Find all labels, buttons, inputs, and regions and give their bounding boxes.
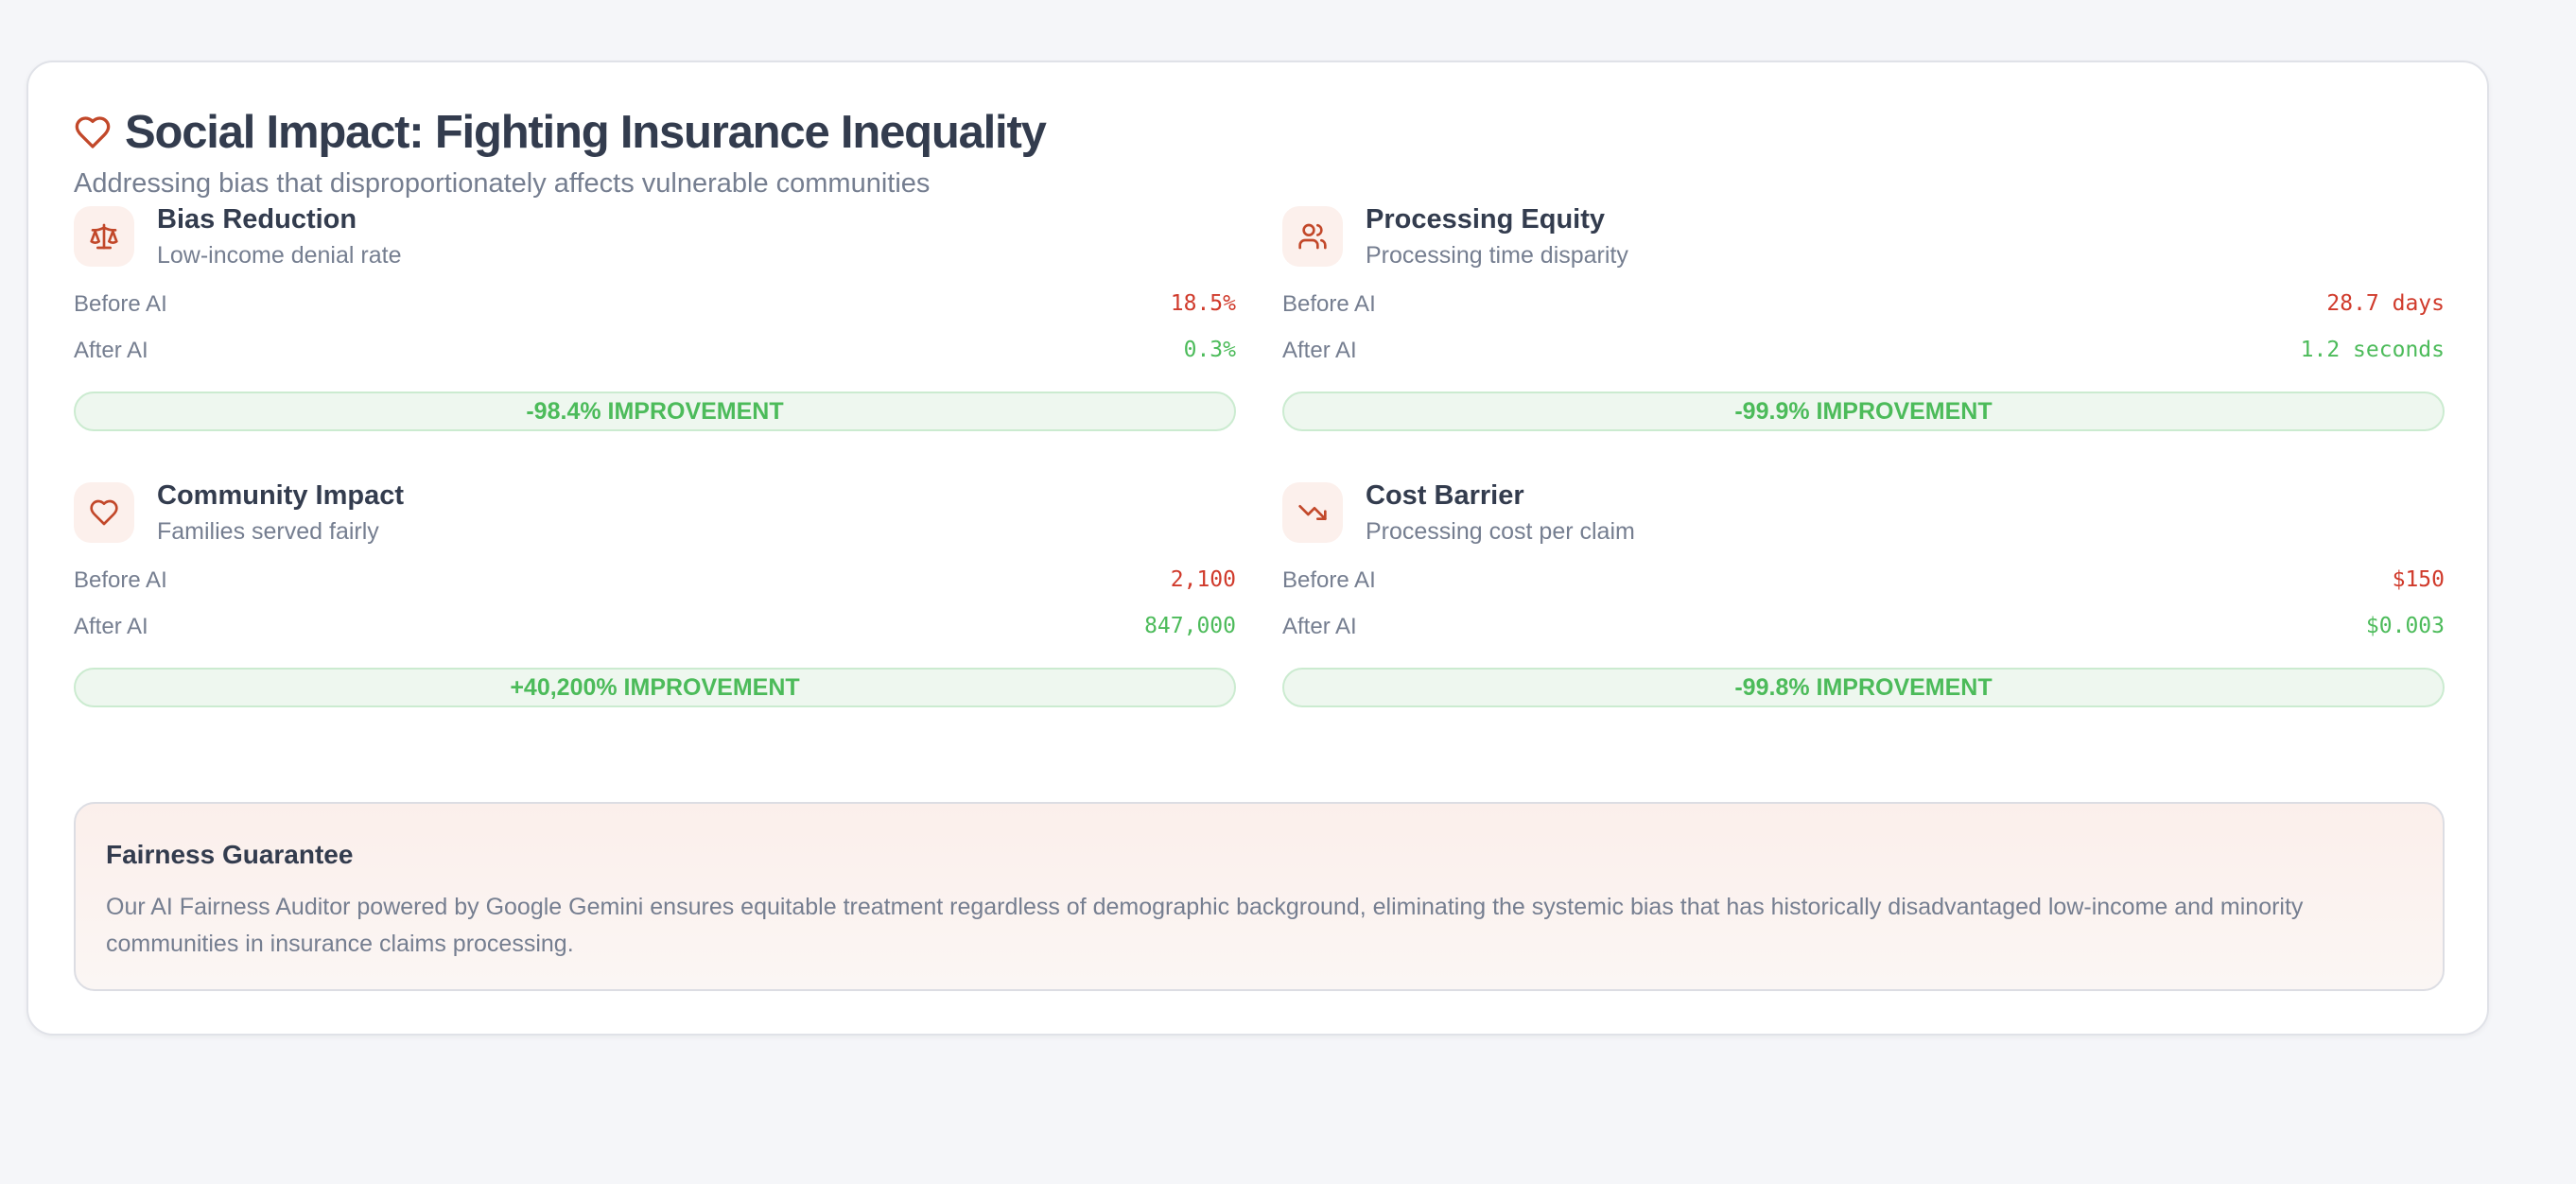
metric-cost-barrier: Cost Barrier Processing cost per claim B…	[1282, 480, 2445, 719]
fairness-guarantee-panel: Fairness Guarantee Our AI Fairness Audit…	[74, 802, 2445, 991]
after-label: After AI	[1282, 614, 1357, 639]
before-label: Before AI	[1282, 291, 1376, 317]
improvement-badge: +40,200% IMPROVEMENT	[74, 668, 1236, 707]
before-row: Before AI 2,100	[74, 566, 1236, 598]
social-impact-card: Social Impact: Fighting Insurance Inequa…	[26, 61, 2489, 1036]
metric-title: Processing Equity	[1366, 204, 1606, 235]
metric-community-impact: Community Impact Families served fairly …	[74, 480, 1236, 719]
page-title: Social Impact: Fighting Insurance Inequa…	[125, 107, 1047, 158]
after-value: 847,000	[1144, 614, 1236, 638]
scale-icon	[74, 206, 134, 267]
before-value: 28.7 days	[2326, 291, 2445, 316]
after-label: After AI	[74, 614, 148, 639]
after-row: After AI $0.003	[1282, 612, 2445, 644]
heart-icon	[74, 482, 134, 543]
after-value: $0.003	[2365, 614, 2445, 638]
after-value: 0.3%	[1183, 338, 1236, 362]
metric-title: Cost Barrier	[1366, 480, 1524, 511]
after-label: After AI	[1282, 338, 1357, 363]
before-value: 18.5%	[1170, 291, 1236, 316]
trending-down-icon	[1282, 482, 1343, 543]
after-row: After AI 847,000	[74, 612, 1236, 644]
before-value: 2,100	[1170, 567, 1236, 592]
after-row: After AI 1.2 seconds	[1282, 336, 2445, 368]
fairness-text: Our AI Fairness Auditor powered by Googl…	[106, 894, 2304, 957]
metric-subtitle: Processing cost per claim	[1366, 518, 1635, 545]
metric-subtitle: Families served fairly	[157, 518, 379, 545]
after-value: 1.2 seconds	[2300, 338, 2445, 362]
before-row: Before AI $150	[1282, 566, 2445, 598]
metric-title: Bias Reduction	[157, 204, 357, 235]
page-subtitle: Addressing bias that disproportionately …	[74, 168, 931, 199]
metric-title: Community Impact	[157, 480, 405, 511]
improvement-badge: -99.8% IMPROVEMENT	[1282, 668, 2445, 707]
metric-processing-equity: Processing Equity Processing time dispar…	[1282, 204, 2445, 443]
improvement-badge: -98.4% IMPROVEMENT	[74, 392, 1236, 431]
metric-subtitle: Processing time disparity	[1366, 242, 1628, 269]
after-row: After AI 0.3%	[74, 336, 1236, 368]
before-row: Before AI 18.5%	[74, 289, 1236, 322]
before-value: $150	[2392, 567, 2445, 592]
before-row: Before AI 28.7 days	[1282, 289, 2445, 322]
metric-bias-reduction: Bias Reduction Low-income denial rate Be…	[74, 204, 1236, 443]
fairness-title: Fairness Guarantee	[106, 840, 354, 869]
users-icon	[1282, 206, 1343, 267]
improvement-badge: -99.9% IMPROVEMENT	[1282, 392, 2445, 431]
metric-subtitle: Low-income denial rate	[157, 242, 402, 269]
before-label: Before AI	[1282, 567, 1376, 593]
after-label: After AI	[74, 338, 148, 363]
before-label: Before AI	[74, 567, 167, 593]
heart-icon	[75, 116, 111, 148]
before-label: Before AI	[74, 291, 167, 317]
